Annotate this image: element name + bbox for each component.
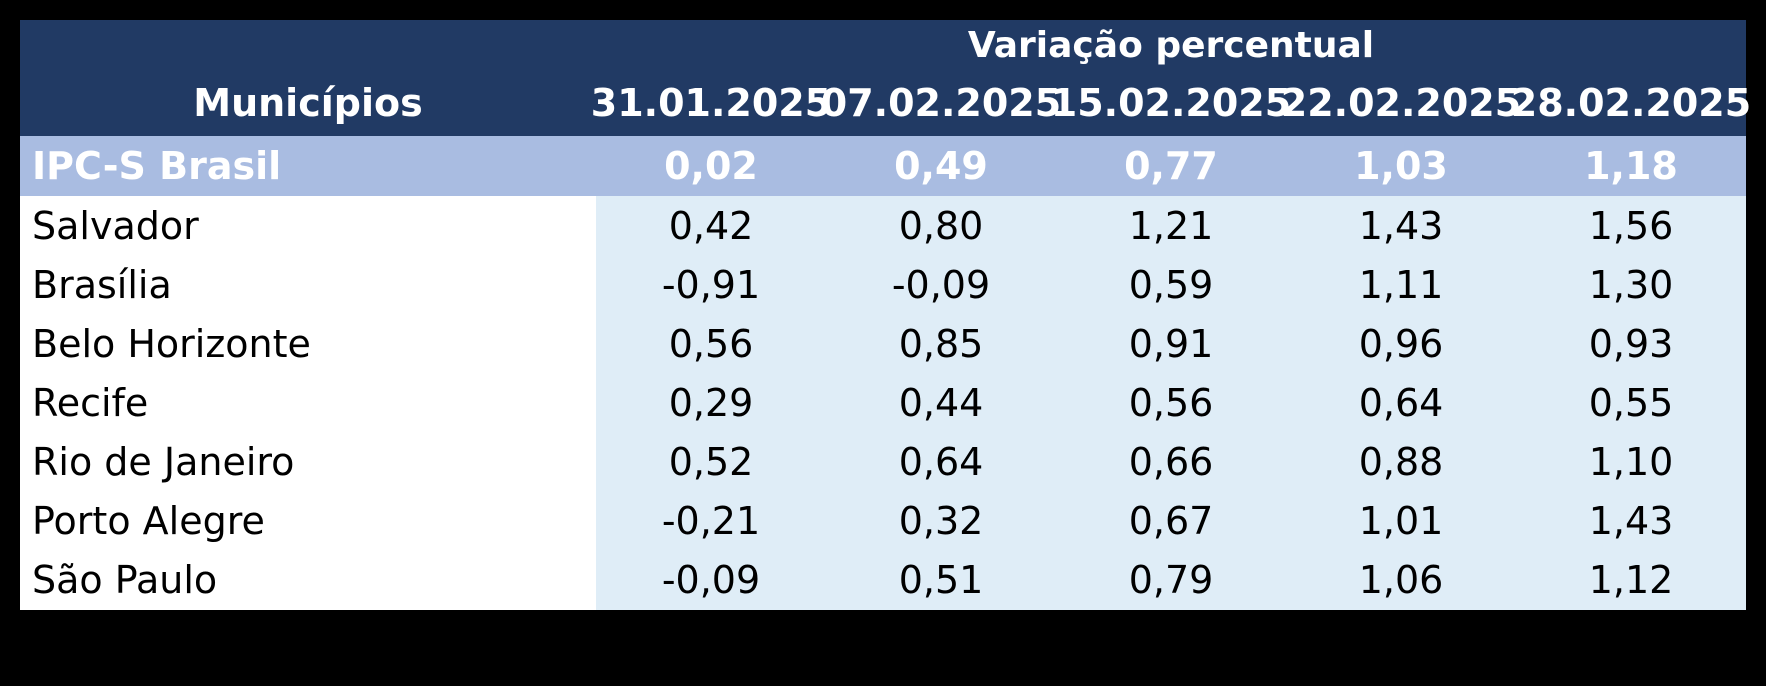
table-row-ipcs-brasil: IPC-S Brasil 0,02 0,49 0,77 1,03 1,18 <box>20 136 1746 196</box>
row-label: IPC-S Brasil <box>32 144 282 188</box>
value-cell: 0,66 <box>1056 432 1286 492</box>
value-cell: 0,88 <box>1286 432 1516 492</box>
value-cell: 0,96 <box>1286 314 1516 374</box>
row-label: Salvador <box>20 196 596 256</box>
value-cell: 0,64 <box>826 432 1056 492</box>
table-header: Variação percentual Municípios 31.01.202… <box>20 20 1752 136</box>
value-cell: 0,02 <box>664 144 758 188</box>
column-header-date: 22.02.2025 <box>1280 81 1522 125</box>
table-row: Salvador 0,42 0,80 1,21 1,43 1,56 <box>20 196 1746 256</box>
value-cell: -0,91 <box>596 255 826 315</box>
table-header-columns-row: Municípios 31.01.2025 07.02.2025 15.02.2… <box>20 70 1752 136</box>
value-cell: 1,10 <box>1516 432 1746 492</box>
row-label: Rio de Janeiro <box>20 432 596 492</box>
row-label: Belo Horizonte <box>20 314 596 374</box>
table-header-group-row: Variação percentual <box>20 20 1746 70</box>
column-header-date: 15.02.2025 <box>1050 81 1292 125</box>
value-cell: 1,03 <box>1354 144 1448 188</box>
value-cell: 0,51 <box>826 550 1056 610</box>
value-cell: 0,67 <box>1056 491 1286 551</box>
value-cell: 0,85 <box>826 314 1056 374</box>
value-cell: 0,93 <box>1516 314 1746 374</box>
table-row: São Paulo -0,09 0,51 0,79 1,06 1,12 <box>20 550 1746 610</box>
value-cell: 0,56 <box>1056 373 1286 433</box>
table-row: Recife 0,29 0,44 0,56 0,64 0,55 <box>20 373 1746 433</box>
column-header-municipios: Municípios <box>193 81 423 125</box>
value-cell: 0,44 <box>826 373 1056 433</box>
value-cell: 0,52 <box>596 432 826 492</box>
value-cell: 0,49 <box>894 144 988 188</box>
value-cell: 1,06 <box>1286 550 1516 610</box>
value-cell: 0,91 <box>1056 314 1286 374</box>
value-cell: 0,32 <box>826 491 1056 551</box>
value-cell: 0,64 <box>1286 373 1516 433</box>
row-label: Brasília <box>20 255 596 315</box>
column-header-date: 07.02.2025 <box>820 81 1062 125</box>
ipcs-table: Variação percentual Municípios 31.01.202… <box>20 20 1752 610</box>
group-title: Variação percentual <box>967 24 1375 66</box>
value-cell: 0,56 <box>596 314 826 374</box>
row-label: Recife <box>20 373 596 433</box>
value-cell: 1,12 <box>1516 550 1746 610</box>
value-cell: 1,01 <box>1286 491 1516 551</box>
value-cell: 0,79 <box>1056 550 1286 610</box>
value-cell: -0,09 <box>826 255 1056 315</box>
column-header-date: 31.01.2025 <box>590 81 832 125</box>
value-cell: 0,55 <box>1516 373 1746 433</box>
value-cell: 0,42 <box>596 196 826 256</box>
value-cell: 1,30 <box>1516 255 1746 315</box>
value-cell: 0,29 <box>596 373 826 433</box>
table-row: Brasília -0,91 -0,09 0,59 1,11 1,30 <box>20 255 1746 315</box>
value-cell: 1,11 <box>1286 255 1516 315</box>
value-cell: -0,09 <box>596 550 826 610</box>
value-cell: -0,21 <box>596 491 826 551</box>
value-cell: 1,18 <box>1584 144 1678 188</box>
row-label: São Paulo <box>20 550 596 610</box>
value-cell: 0,77 <box>1124 144 1218 188</box>
row-label: Porto Alegre <box>20 491 596 551</box>
value-cell: 1,43 <box>1286 196 1516 256</box>
column-header-date: 28.02.2025 <box>1510 81 1752 125</box>
value-cell: 1,43 <box>1516 491 1746 551</box>
table-row: Belo Horizonte 0,56 0,85 0,91 0,96 0,93 <box>20 314 1746 374</box>
value-cell: 1,21 <box>1056 196 1286 256</box>
value-cell: 1,56 <box>1516 196 1746 256</box>
table-row: Porto Alegre -0,21 0,32 0,67 1,01 1,43 <box>20 491 1746 551</box>
table-row: Rio de Janeiro 0,52 0,64 0,66 0,88 1,10 <box>20 432 1746 492</box>
value-cell: 0,80 <box>826 196 1056 256</box>
value-cell: 0,59 <box>1056 255 1286 315</box>
